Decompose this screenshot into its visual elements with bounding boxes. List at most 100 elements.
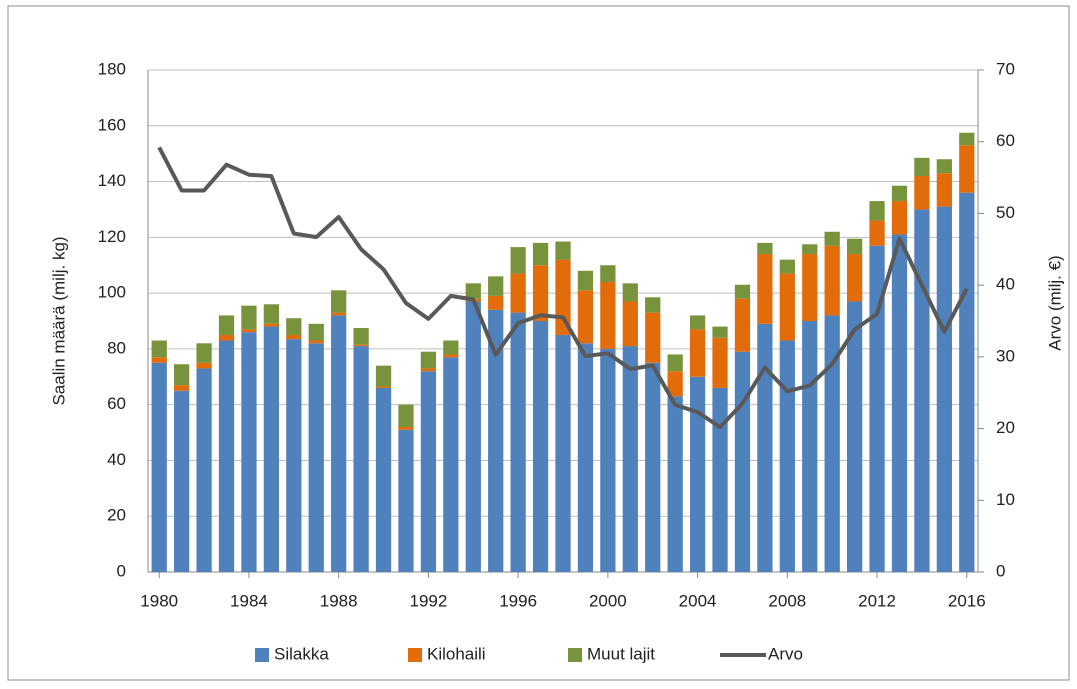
bar bbox=[757, 242, 773, 255]
bar bbox=[241, 332, 257, 572]
bar bbox=[645, 362, 661, 572]
bar bbox=[443, 340, 459, 355]
bar bbox=[174, 364, 190, 386]
bar bbox=[263, 304, 280, 324]
bar bbox=[510, 247, 526, 274]
x-tick-label: 2004 bbox=[679, 591, 717, 610]
bar bbox=[375, 387, 392, 572]
bar bbox=[869, 220, 885, 246]
y-tick-label: 100 bbox=[98, 283, 126, 302]
bar bbox=[600, 348, 616, 572]
bar bbox=[645, 297, 661, 313]
bar bbox=[802, 254, 818, 321]
y-tick-label: 120 bbox=[98, 227, 126, 246]
bar bbox=[308, 343, 324, 572]
bar bbox=[286, 339, 302, 572]
bar bbox=[308, 323, 324, 341]
bar bbox=[667, 354, 683, 372]
bar bbox=[959, 192, 975, 572]
bar bbox=[667, 371, 683, 397]
bar bbox=[488, 295, 504, 310]
bar bbox=[869, 201, 885, 221]
bar bbox=[420, 351, 437, 369]
bar bbox=[353, 344, 369, 347]
legend-label: Kilohaili bbox=[427, 644, 486, 663]
bar bbox=[375, 365, 392, 387]
line bbox=[157, 146, 969, 430]
y2-tick-label: 50 bbox=[996, 203, 1015, 222]
bar bbox=[959, 132, 975, 146]
bar bbox=[331, 315, 347, 572]
bar bbox=[151, 362, 167, 572]
bar bbox=[443, 357, 459, 572]
bar bbox=[959, 145, 975, 193]
bar bbox=[398, 429, 414, 572]
bar bbox=[802, 321, 818, 572]
bar bbox=[689, 376, 706, 572]
bar bbox=[936, 159, 952, 174]
x-tick-label: 2008 bbox=[768, 591, 806, 610]
legend-label: Silakka bbox=[274, 644, 329, 663]
bar bbox=[914, 175, 930, 210]
x-tick-label: 1984 bbox=[230, 591, 268, 610]
bar bbox=[622, 283, 638, 302]
x-tick-label: 1988 bbox=[320, 591, 358, 610]
bar bbox=[174, 385, 190, 391]
bar bbox=[577, 290, 594, 344]
bar bbox=[667, 396, 683, 572]
bar bbox=[846, 254, 863, 302]
bar bbox=[734, 351, 751, 572]
x-tick-label: 2012 bbox=[858, 591, 896, 610]
bar bbox=[555, 334, 571, 572]
bar bbox=[398, 404, 414, 427]
bar bbox=[779, 273, 795, 341]
bar bbox=[488, 309, 504, 572]
bar bbox=[846, 301, 863, 572]
bar bbox=[914, 157, 930, 176]
bar bbox=[936, 206, 952, 572]
bar bbox=[420, 368, 437, 372]
y-tick-label: 80 bbox=[107, 338, 126, 357]
bar bbox=[802, 244, 818, 255]
bar bbox=[779, 259, 795, 274]
bar bbox=[757, 323, 773, 572]
y2-tick-label: 60 bbox=[996, 131, 1015, 150]
x-tick-label: 2000 bbox=[589, 591, 627, 610]
bar bbox=[488, 276, 504, 296]
bar bbox=[286, 334, 302, 340]
bar bbox=[151, 357, 167, 363]
bar bbox=[891, 185, 908, 202]
bar bbox=[824, 245, 840, 316]
bar bbox=[443, 354, 459, 358]
bar bbox=[891, 201, 908, 235]
bar bbox=[555, 241, 571, 260]
bar bbox=[824, 315, 840, 572]
bar bbox=[263, 323, 280, 327]
bar bbox=[846, 238, 863, 255]
bar bbox=[622, 301, 638, 347]
chart-frame bbox=[7, 5, 1070, 681]
y2-tick-label: 10 bbox=[996, 490, 1015, 509]
x-tick-label: 2016 bbox=[948, 591, 986, 610]
bar bbox=[936, 173, 952, 207]
y-tick-label: 20 bbox=[107, 506, 126, 525]
bar bbox=[196, 362, 212, 369]
legend-swatch bbox=[255, 648, 269, 662]
y2-tick-label: 20 bbox=[996, 418, 1015, 437]
bar bbox=[914, 209, 930, 572]
y2-axis-label: Arvo (milj. €) bbox=[1045, 255, 1064, 350]
y2-tick-label: 40 bbox=[996, 275, 1015, 294]
y-axis-label: Saalin määrä (milj. kg) bbox=[49, 236, 68, 405]
bar bbox=[465, 283, 481, 299]
legend-swatch bbox=[568, 648, 582, 662]
y-tick-label: 0 bbox=[117, 561, 126, 580]
bar bbox=[600, 281, 616, 349]
y2-tick-label: 70 bbox=[996, 59, 1015, 78]
x-tick-label: 1996 bbox=[499, 591, 537, 610]
bar bbox=[420, 371, 437, 572]
bar bbox=[734, 284, 751, 299]
bar bbox=[196, 343, 212, 363]
bar bbox=[241, 305, 257, 330]
x-tick-label: 1992 bbox=[409, 591, 447, 610]
bar bbox=[645, 312, 661, 363]
